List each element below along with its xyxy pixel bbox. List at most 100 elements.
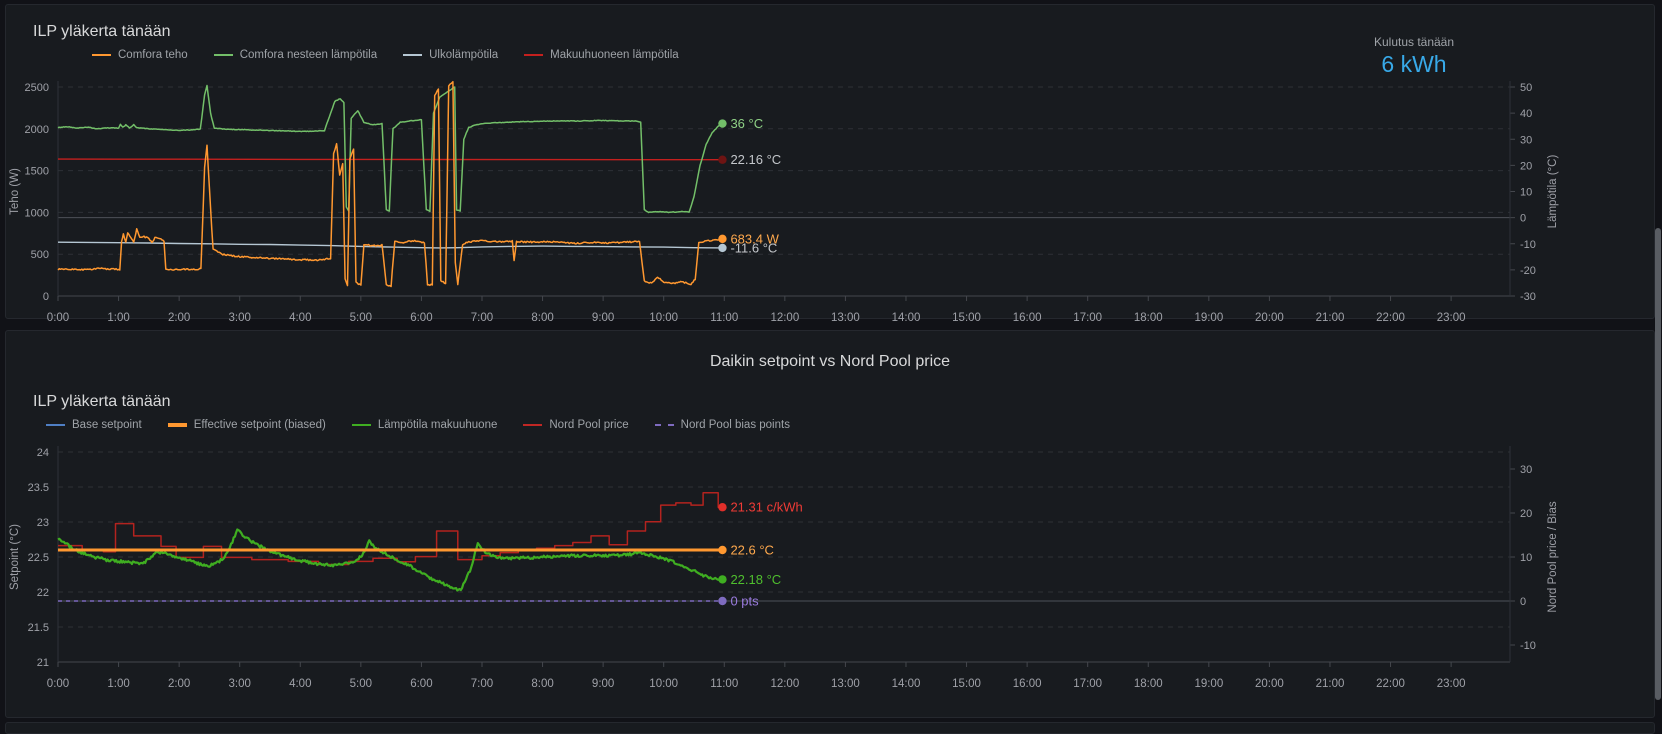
legend-label: Base setpoint bbox=[72, 419, 142, 431]
x-axis-tick-label: 16:00 bbox=[1013, 678, 1042, 690]
x-axis-tick-label: 20:00 bbox=[1255, 312, 1284, 324]
x-axis-tick-label: 3:00 bbox=[229, 678, 251, 690]
y-axis-right-tick-label: -10 bbox=[1520, 640, 1536, 652]
legend-swatch bbox=[351, 424, 371, 426]
consumption-stat: Kulutus tänään 6 kWh bbox=[1344, 35, 1484, 78]
series-end-dot bbox=[718, 234, 727, 244]
x-axis-tick-label: 7:00 bbox=[471, 312, 493, 324]
y-axis-right-tick-label: 0 bbox=[1520, 213, 1526, 225]
legend-label: Lämpötila makuuhuone bbox=[377, 419, 498, 431]
legend-swatch bbox=[92, 54, 111, 56]
x-axis-tick-label: 21:00 bbox=[1316, 678, 1345, 690]
y-axis-tick-label: 24 bbox=[37, 447, 49, 459]
x-axis-tick-label: 22:00 bbox=[1376, 312, 1405, 324]
series-l-mp-tila-makuuhuone bbox=[57, 528, 723, 592]
legend-item[interactable]: Effective setpoint (biased) bbox=[167, 419, 326, 431]
y-axis-right-title: Lämpötila (°C) bbox=[1547, 155, 1559, 229]
y-axis-tick-label: 2000 bbox=[25, 124, 49, 136]
panel-power-chart: ILP yläkerta tänään Comfora teho Comfora … bbox=[5, 4, 1655, 324]
series-comfora-teho bbox=[57, 80, 723, 288]
setpoint-chart-plot[interactable]: 21 21.5 22 22.5 23 23.5 24 -10 0 10 20 30 0:00 1:00 2:… bbox=[6, 446, 1654, 706]
series-end-label: -11.6 °C bbox=[730, 240, 777, 255]
x-axis-tick-label: 6:00 bbox=[410, 678, 432, 690]
legend-item[interactable]: Comfora nesteen lämpötila bbox=[213, 49, 378, 61]
series-end-label: 22.18 °C bbox=[730, 572, 781, 587]
x-axis-tick-label: 7:00 bbox=[471, 678, 493, 690]
x-axis-tick-label: 9:00 bbox=[592, 312, 614, 324]
y-axis-right-tick-label: -10 bbox=[1520, 239, 1536, 251]
series-ulkol-mp-tila bbox=[57, 241, 723, 249]
y-axis-tick-label: 22.5 bbox=[28, 552, 49, 564]
legend-swatch bbox=[167, 423, 187, 427]
page-scrollbar[interactable] bbox=[1655, 228, 1661, 700]
x-axis-tick-label: 19:00 bbox=[1194, 312, 1223, 324]
legend-item[interactable]: Ulkolämpötila bbox=[403, 49, 498, 61]
x-axis-tick-label: 23:00 bbox=[1437, 678, 1466, 690]
legend-label: Ulkolämpötila bbox=[429, 49, 499, 61]
series-end-label: 21.31 c/kWh bbox=[730, 500, 802, 515]
x-axis-tick-label: 1:00 bbox=[107, 678, 129, 690]
x-axis-tick-label: 12:00 bbox=[770, 678, 799, 690]
y-axis-right-tick-label: 30 bbox=[1520, 134, 1532, 146]
legend-item[interactable]: Comfora teho bbox=[92, 49, 188, 61]
legend-label: Makuuhuoneen lämpötila bbox=[550, 49, 679, 61]
x-axis-tick-label: 3:00 bbox=[229, 312, 251, 324]
power-chart-plot[interactable]: 0 500 1000 1500 2000 2500 -30 -20 -10 0 10 20 30 40 50… bbox=[6, 75, 1654, 324]
next-panel-edge bbox=[5, 722, 1655, 734]
legend-item[interactable]: Lämpötila makuuhuone bbox=[351, 419, 498, 431]
y-axis-right-tick-label: -20 bbox=[1520, 265, 1536, 277]
legend-label: Effective setpoint (biased) bbox=[193, 419, 326, 431]
x-axis-tick-label: 8:00 bbox=[531, 678, 553, 690]
y-axis-tick-label: 0 bbox=[43, 291, 49, 303]
x-axis-tick-label: 0:00 bbox=[47, 678, 69, 690]
x-axis-tick-label: 11:00 bbox=[710, 678, 738, 690]
x-axis-tick-label: 2:00 bbox=[168, 678, 190, 690]
legend-swatch bbox=[403, 54, 423, 56]
y-axis-tick-label: 1000 bbox=[25, 207, 49, 219]
x-axis-tick-label: 2:00 bbox=[168, 312, 190, 324]
legend-label: Comfora nesteen lämpötila bbox=[239, 49, 378, 61]
series-end-label: 36 °C bbox=[730, 116, 763, 131]
x-axis-tick-label: 4:00 bbox=[289, 312, 311, 324]
y-axis-right-title: Nord Pool price / Bias bbox=[1547, 501, 1559, 612]
panel-title: ILP yläkerta tänään bbox=[33, 23, 171, 40]
y-axis-tick-label: 21 bbox=[37, 657, 49, 669]
x-axis-tick-label: 5:00 bbox=[350, 678, 372, 690]
legend-item[interactable]: Nord Pool bias points bbox=[654, 419, 790, 431]
x-axis-tick-label: 4:00 bbox=[289, 678, 311, 690]
y-axis-right-tick-label: 50 bbox=[1520, 82, 1532, 94]
legend-swatch bbox=[524, 54, 544, 56]
stat-label: Kulutus tänään bbox=[1373, 35, 1455, 49]
series-end-dot bbox=[718, 575, 727, 584]
legend-item[interactable]: Nord Pool price bbox=[523, 419, 629, 431]
y-axis-right-tick-label: 20 bbox=[1520, 508, 1532, 520]
panel-setpoint-chart: Daikin setpoint vs Nord Pool price ILP y… bbox=[5, 330, 1655, 718]
y-axis-title: Teho (W) bbox=[9, 168, 21, 215]
x-axis-tick-label: 17:00 bbox=[1073, 678, 1102, 690]
series-nord-pool-price bbox=[58, 492, 723, 566]
legend-label: Comfora teho bbox=[118, 49, 188, 61]
series-end-label: 22.16 °C bbox=[730, 152, 781, 167]
legend-item[interactable]: Base setpoint bbox=[46, 419, 142, 431]
x-axis-tick-label: 11:00 bbox=[710, 312, 738, 324]
y-axis-tick-label: 23.5 bbox=[28, 482, 49, 494]
x-axis-tick-label: 19:00 bbox=[1194, 678, 1223, 690]
legend: Comfora teho Comfora nesteen lämpötila Ulk… bbox=[92, 49, 679, 61]
legend-label: Nord Pool price bbox=[549, 419, 629, 431]
x-axis-tick-label: 1:00 bbox=[107, 312, 129, 324]
y-axis-tick-label: 2500 bbox=[25, 82, 49, 94]
legend-label: Nord Pool bias points bbox=[680, 419, 790, 431]
legend-swatch bbox=[523, 424, 543, 426]
panel-header: Daikin setpoint vs Nord Pool price bbox=[709, 353, 951, 370]
x-axis-tick-label: 5:00 bbox=[350, 312, 372, 324]
y-axis-right-tick-label: -30 bbox=[1520, 291, 1536, 303]
series-end-dot bbox=[718, 545, 727, 555]
series-end-dot bbox=[718, 503, 727, 512]
x-axis-tick-label: 10:00 bbox=[649, 678, 678, 690]
y-axis-right-tick-label: 0 bbox=[1520, 596, 1526, 608]
x-axis-tick-label: 6:00 bbox=[410, 312, 432, 324]
x-axis-tick-label: 20:00 bbox=[1255, 678, 1284, 690]
y-axis-title: Setpoint (°C) bbox=[9, 524, 21, 590]
legend-item[interactable]: Makuuhuoneen lämpötila bbox=[524, 49, 679, 61]
series-end-label: 683.4 W bbox=[730, 231, 779, 246]
